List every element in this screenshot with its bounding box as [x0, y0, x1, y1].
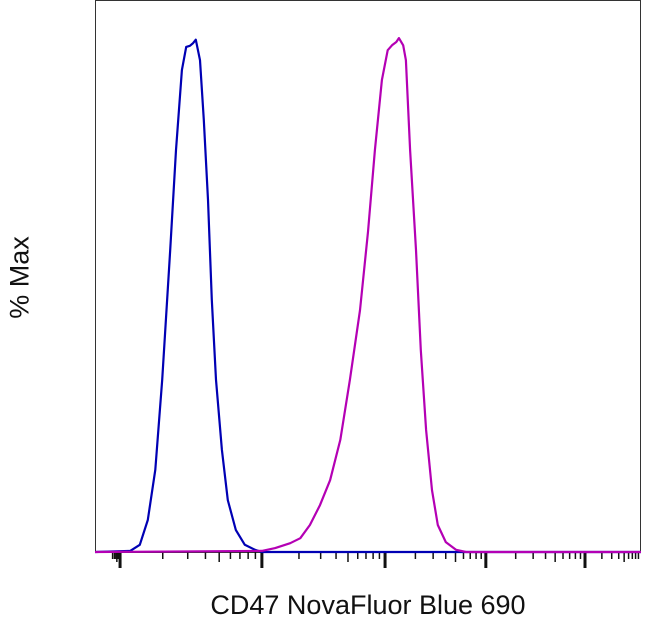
histogram-plot: [94, 0, 641, 568]
series-lines: [94, 36, 641, 554]
x-axis-ticks: [111, 552, 640, 568]
plot-frame: [95, 0, 641, 553]
histogram-series-2: [94, 36, 641, 554]
x-axis-label: CD47 NovaFluor Blue 690: [210, 590, 526, 620]
y-axis-label: % Max: [4, 236, 35, 319]
histogram-series-1: [94, 38, 641, 554]
